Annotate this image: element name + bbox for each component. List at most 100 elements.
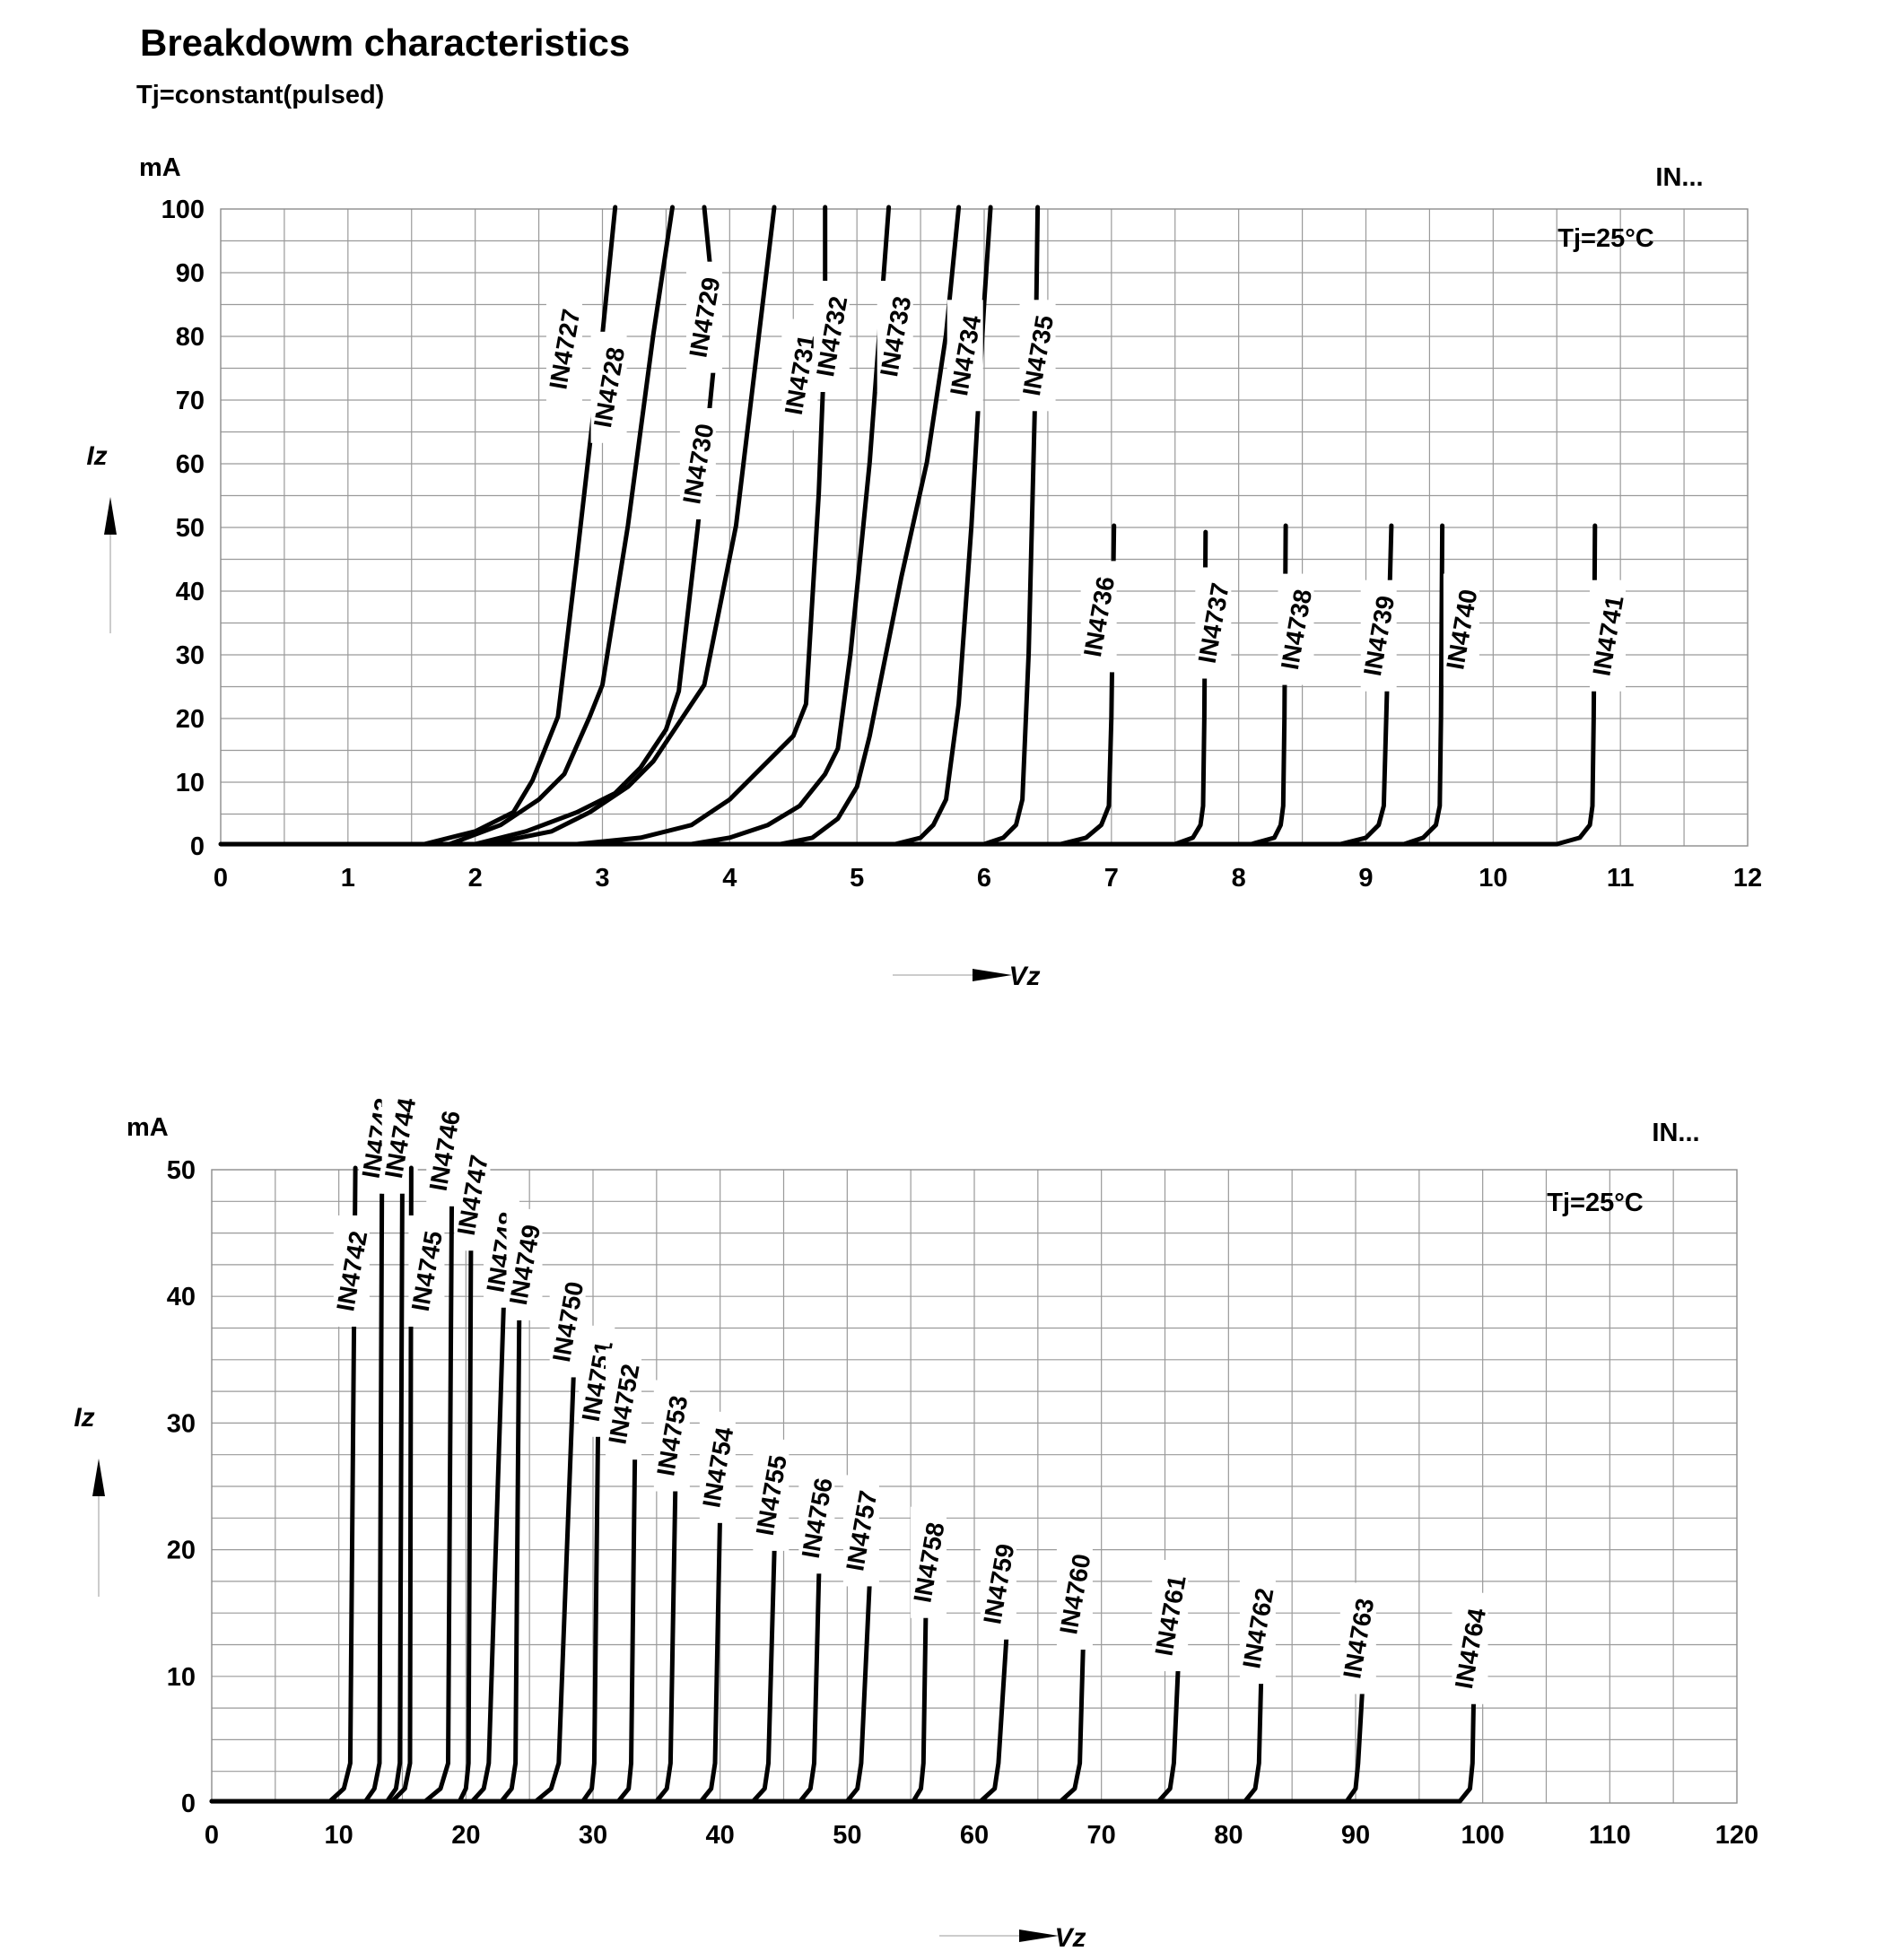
series-curve-in4731 [574,205,828,847]
series-label-background [685,261,722,373]
series-curve-in4747 [457,1229,474,1804]
x-axis-label: Vz [1008,962,1040,991]
y-tick-label: 80 [176,323,205,352]
series-label-background [911,1506,946,1618]
x-tick-label: 70 [1087,1821,1116,1850]
x-axis-label: Vz [1054,1923,1086,1953]
series-label-background [506,1208,543,1320]
series-label-background [877,281,913,392]
y-tick-label: 20 [167,1537,196,1565]
series-curve-in4730 [485,205,777,847]
series-label-background [1589,579,1626,692]
x-tick-label: 90 [1341,1821,1370,1850]
series-label-background [1080,561,1117,673]
y-axis-arrow-icon [104,497,117,535]
page-subtitle: Tj=constant(pulsed) [136,81,385,109]
series-label-background [679,408,716,519]
series-label-background [1278,573,1314,685]
x-tick-label: 40 [706,1821,735,1850]
x-tick-label: 11 [1607,864,1635,893]
x-tick-label: 110 [1589,1821,1631,1850]
x-tick-label: 12 [1733,864,1762,893]
series-prefix-label: IN... [1652,1119,1699,1147]
series-label-background [1339,1582,1376,1694]
series-curve-in4762 [1243,1659,1264,1804]
temperature-annotation: Tj=25°C [1557,224,1654,253]
series-label-background [798,1462,835,1574]
y-tick-label: 30 [176,641,205,670]
x-tick-label: 5 [850,864,864,893]
x-tick-label: 3 [595,864,609,893]
series-curve-in4764 [1457,1685,1477,1804]
y-tick-label: 50 [176,514,205,543]
series-curve-in4736 [1058,523,1117,847]
x-axis-arrow-icon [973,969,1012,981]
x-tick-label: 30 [579,1821,607,1850]
y-tick-label: 40 [167,1283,196,1311]
series-curve-in4748 [469,1292,507,1804]
y-tick-label: 40 [176,578,205,606]
series-curve-in4760 [1058,1627,1086,1804]
y-tick-label: 70 [176,387,205,415]
series-curve-in4727 [422,205,618,847]
series-label-background [781,318,818,431]
series-curve-in4763 [1344,1672,1365,1804]
x-tick-label: 100 [1461,1821,1504,1850]
series-prefix-label: IN... [1655,163,1703,192]
series-label-background [1443,573,1479,685]
series-label-background [545,293,582,405]
series-label-background [1056,1538,1093,1651]
series-label-background [333,1215,370,1327]
series-curve-in4752 [615,1444,638,1804]
y-tick-label: 10 [167,1663,196,1692]
series-curve-in4758 [911,1596,929,1804]
x-tick-label: 60 [960,1821,989,1850]
x-tick-label: 80 [1214,1821,1243,1850]
series-label-background [1360,579,1397,692]
series-label-background [813,281,850,392]
series-label-background [408,1215,445,1327]
series-curve-in4749 [499,1311,522,1804]
y-tick-label: 50 [167,1156,196,1185]
series-curve-in4755 [751,1533,778,1804]
series-curve-in4740 [1401,523,1445,847]
y-tick-label: 20 [176,705,205,734]
x-tick-label: 50 [833,1821,861,1850]
series-curve-in4737 [1173,529,1208,847]
series-label-background [590,331,627,443]
series-curve-in4750 [533,1362,577,1804]
x-tick-label: 7 [1104,864,1119,893]
x-tick-label: 9 [1358,864,1373,893]
x-axis-arrow-icon [1019,1930,1059,1942]
x-tick-label: 10 [325,1821,353,1850]
series-curve-in4741 [1554,523,1598,847]
grid-lines [212,1170,1737,1803]
chart-high-voltage: 0 10 20 30 40 50 0 10 20 30 40 50 60 70 80 90 100 110 120 m… [74,1082,1758,1953]
series-curve-in4743 [362,1165,385,1804]
series-label-background [1152,1560,1189,1672]
series-curve-in4754 [698,1507,723,1804]
page-title: Breakdowm characteristics [140,22,631,64]
x-tick-label: 1 [341,864,355,893]
series-label-background [1195,567,1232,679]
x-tick-label: 8 [1232,864,1246,893]
series-curve-in4744 [385,1165,405,1804]
x-tick-label: 0 [205,1821,219,1850]
y-tick-label: 0 [181,1790,196,1818]
y-tick-label: 100 [161,196,205,224]
series-curve-in4742 [209,1165,358,1804]
series-curve-in4745 [389,1165,414,1804]
y-unit-label: mA [139,153,181,182]
series-label-background [842,1475,879,1587]
y-tick-label: 10 [176,769,205,797]
y-tick-label: 30 [167,1409,196,1438]
y-tick-label: 60 [176,450,205,479]
y-axis-arrow-icon [92,1459,105,1496]
series-curve-in4746 [423,1165,455,1804]
series-label-background [980,1528,1016,1640]
series-curve-in4757 [844,1571,873,1804]
series-curve-in4756 [798,1558,822,1804]
y-axis-label: Iz [86,441,107,471]
